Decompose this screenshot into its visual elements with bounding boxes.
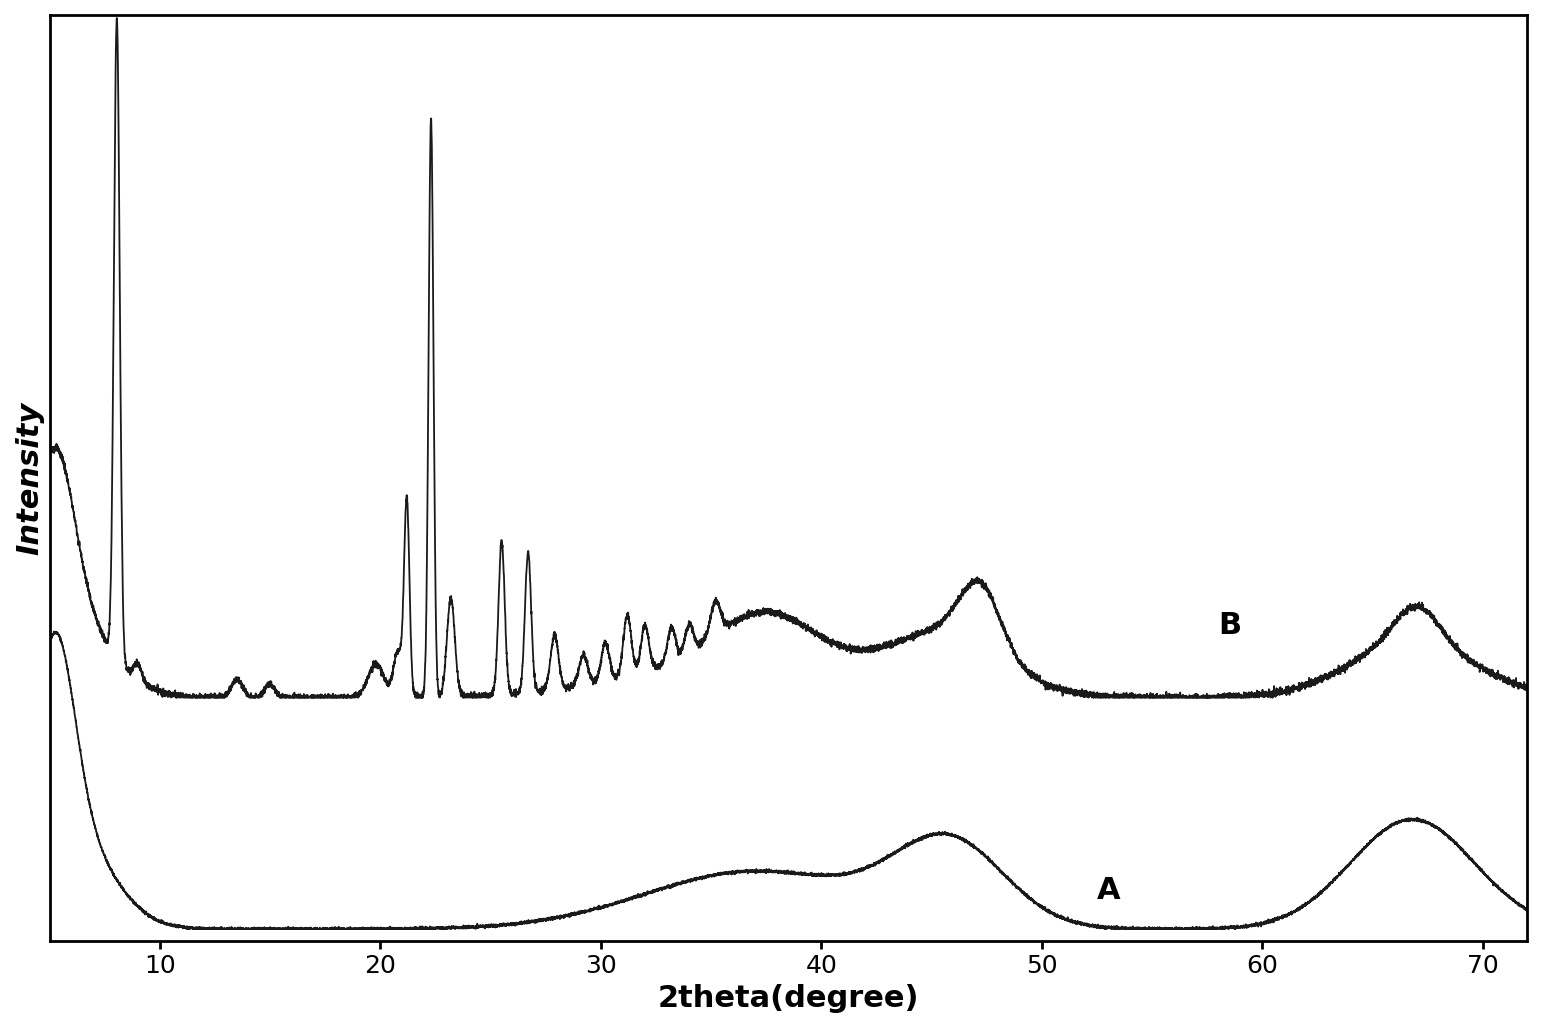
Text: B: B xyxy=(1218,611,1241,639)
Text: A: A xyxy=(1096,876,1121,905)
Y-axis label: Intensity: Intensity xyxy=(15,402,45,555)
X-axis label: 2theta(degree): 2theta(degree) xyxy=(657,984,919,1013)
